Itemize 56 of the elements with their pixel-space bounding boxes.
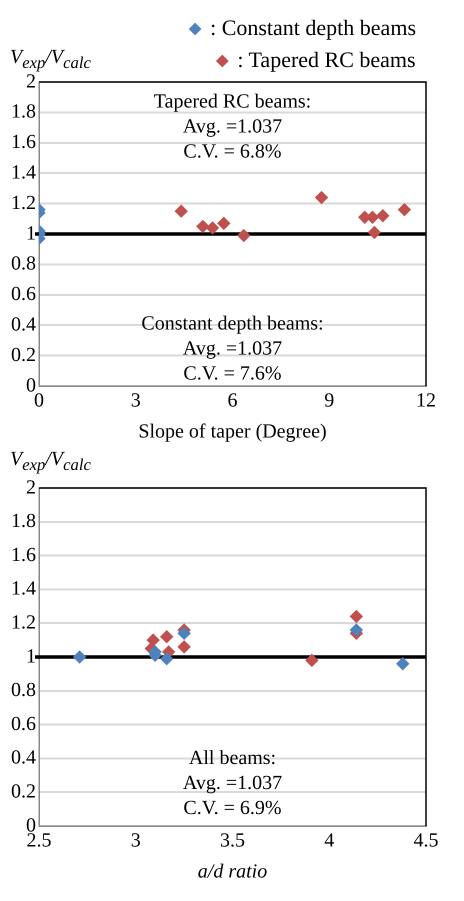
annotation: Constant depth beams: Avg. =1.037 C.V. = 7.6%	[141, 312, 324, 384]
y-tick-label: 1.4	[11, 578, 36, 600]
point	[73, 650, 86, 664]
point	[396, 657, 410, 670]
x-tick-label: 4	[324, 829, 334, 852]
point	[315, 191, 328, 204]
y-tick-label: 2	[26, 476, 36, 498]
y-tick-label: 1.2	[11, 192, 36, 214]
x-tick-label: 12	[416, 389, 436, 412]
point	[237, 229, 250, 242]
y-tick-label: 0.2	[11, 344, 36, 366]
y-tick-label: 1.6	[11, 544, 36, 566]
point	[350, 623, 363, 636]
y-tick-label: 1.2	[11, 611, 36, 634]
point	[350, 610, 363, 623]
y-tick-label: 1.8	[11, 510, 36, 532]
point	[376, 209, 390, 222]
x-tick-label: 4.5	[414, 829, 438, 852]
point	[368, 226, 381, 239]
point	[178, 640, 191, 654]
y-tick-label: 1.6	[11, 131, 36, 154]
x-tick-label: 6	[228, 389, 238, 412]
y-tick-label: 2	[26, 70, 36, 92]
legend-label: : Tapered RC beams	[237, 46, 416, 72]
y-tick-label: 0.4	[11, 313, 36, 336]
annotation: All beams: Avg. =1.037 C.V. = 6.9%	[182, 747, 282, 819]
y-tick-label: 1.8	[11, 100, 36, 123]
y-tick-label: 0.6	[11, 712, 36, 735]
point	[206, 221, 220, 234]
y-tick-label: 1	[26, 645, 36, 668]
x-tick-label: 9	[324, 389, 334, 412]
y-tick-label: 0.4	[11, 746, 36, 769]
y-axis-title: V$_{exp}$/V$_{calc}$	[10, 46, 91, 72]
point	[178, 626, 191, 640]
point	[398, 203, 411, 216]
x-tick-label: 3	[130, 829, 141, 852]
y-tick-label: 0	[26, 374, 36, 396]
point	[160, 630, 174, 644]
y-tick-label: 0.6	[11, 283, 36, 306]
y-axis-title: V$_{exp}$/V$_{calc}$	[10, 448, 91, 475]
y-tick-label: 1	[26, 222, 36, 244]
point	[305, 654, 318, 667]
point	[174, 204, 188, 218]
y-tick-label: 1.4	[11, 161, 36, 184]
y-tick-label: 0.2	[11, 780, 36, 802]
y-tick-label: 0.8	[11, 252, 36, 275]
legend-label: : Constant depth beams	[210, 14, 416, 40]
point	[160, 652, 174, 666]
point	[196, 220, 210, 233]
annotation: Tapered RC beams: Avg. =1.037 C.V. = 6.8%	[154, 90, 312, 162]
point	[217, 216, 230, 230]
y-tick-label: 0.8	[11, 679, 36, 702]
x-axis-title: a/d ratio	[198, 860, 268, 882]
x-tick-label: 3	[130, 389, 141, 412]
x-tick-label: 3.5	[220, 829, 245, 852]
x-axis-title: Slope of taper (Degree)	[138, 420, 327, 442]
